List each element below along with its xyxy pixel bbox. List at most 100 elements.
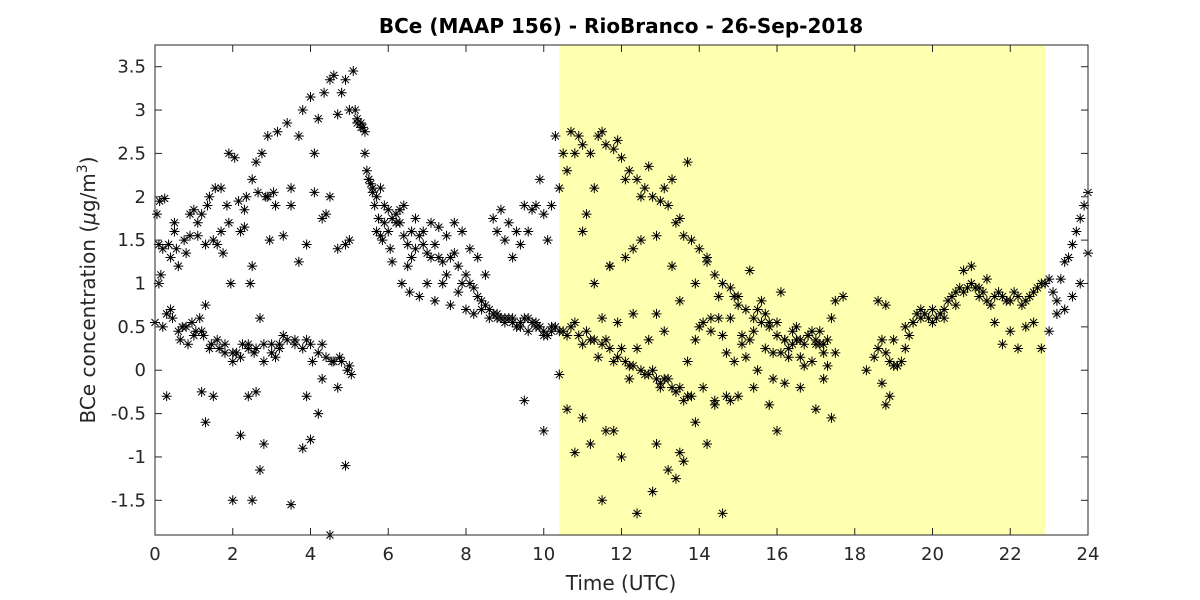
data-point [651,230,662,241]
data-point [154,196,165,207]
data-point [764,399,775,410]
data-point [282,118,293,129]
data-point [426,217,437,228]
data-point [589,183,600,194]
data-point [227,495,238,506]
data-point [445,300,456,311]
data-point [286,499,297,510]
data-point [647,191,658,202]
data-point [966,278,977,289]
data-point [365,178,376,189]
data-point [169,226,180,237]
data-point [651,308,662,319]
data-point [387,256,398,267]
data-point [814,339,825,350]
x-tick-label: 24 [1077,544,1100,565]
y-tick-label: 0 [135,360,146,381]
data-point [663,464,674,475]
data-point [274,339,285,350]
data-point [709,399,720,410]
data-point [616,152,627,163]
data-point [375,183,386,194]
data-point [542,330,553,341]
data-point [235,226,246,237]
data-point [293,256,304,267]
data-point [1005,295,1016,306]
data-point [503,217,514,228]
data-point [173,326,184,337]
data-point [523,226,534,237]
data-point [402,239,413,250]
data-point [993,287,1004,298]
data-point [927,317,938,328]
data-point [429,295,440,306]
data-point [371,191,382,202]
data-point [709,269,720,280]
y-tick-label: 2 [135,187,146,208]
data-point [1067,291,1078,302]
data-point [223,148,234,159]
data-point [581,326,592,337]
data-point [931,313,942,324]
data-point [1075,213,1086,224]
data-point [192,230,203,241]
data-point [558,326,569,337]
data-point [604,343,615,354]
data-point [783,352,794,363]
data-point [826,313,837,324]
data-point [674,382,685,393]
data-point [254,313,265,324]
y-tick-label: 0.5 [117,317,146,338]
data-point [307,356,318,367]
data-point [317,339,328,350]
data-point [550,321,561,332]
data-point [880,300,891,311]
y-tick-label: -0.5 [111,404,146,425]
data-point [519,395,530,406]
data-point [1055,274,1066,285]
data-point [216,226,227,237]
data-point [698,317,709,328]
data-point [958,265,969,276]
data-point [717,278,728,289]
data-point [461,269,471,280]
data-point [651,373,662,384]
data-point [264,235,275,246]
data-point [249,347,260,358]
data-point [214,343,225,354]
data-point [179,235,190,246]
data-point [705,326,716,337]
data-point [690,278,701,289]
data-point [258,438,269,449]
data-point [350,105,361,116]
y-tick-label: 3.5 [117,57,146,78]
data-point [772,317,782,328]
y-tick-label: 1.5 [117,230,146,251]
data-point [647,486,658,497]
data-point [682,391,693,402]
data-point [379,200,390,211]
data-point [810,334,821,345]
data-point [974,282,985,293]
data-point [241,191,252,202]
data-point [772,330,782,341]
data-point [468,282,479,293]
data-point [336,87,347,98]
data-point [577,139,588,150]
data-point [181,321,192,332]
data-point [795,334,806,345]
x-tick-label: 10 [532,544,555,565]
data-point [480,269,491,280]
data-point [682,356,693,367]
data-point [398,200,409,211]
data-point [340,74,351,85]
data-point [884,356,895,367]
data-point [814,326,825,337]
data-point [643,161,654,172]
data-point [737,339,748,350]
data-point [585,148,596,159]
data-point [569,447,580,458]
chart-title: BCe (MAAP 156) - RioBranco - 26-Sep-2018 [379,14,863,38]
data-point [869,352,880,363]
y-axis-title-mu: μ [76,212,100,226]
